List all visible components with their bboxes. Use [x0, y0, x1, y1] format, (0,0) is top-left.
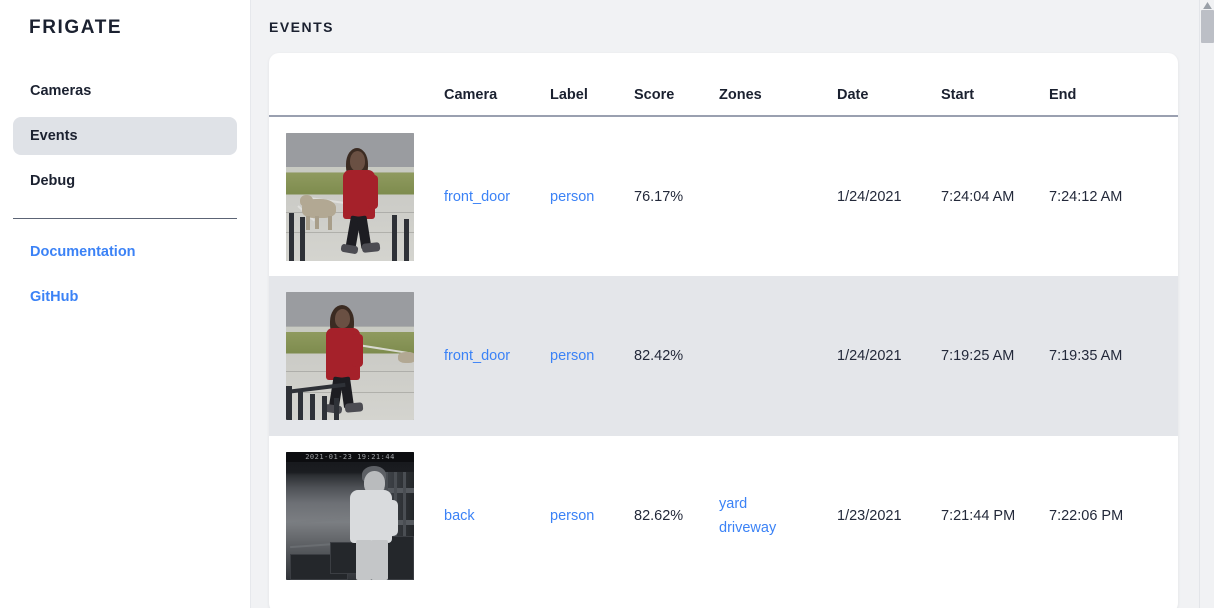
event-label-link[interactable]: person	[550, 508, 595, 524]
table-row[interactable]: front_door person 76.17% 1/24/2021	[269, 116, 1178, 276]
event-score-cell: 82.62%	[634, 436, 719, 596]
event-camera-cell[interactable]: back	[444, 436, 550, 596]
event-end-cell: 7:22:06 PM	[1049, 436, 1178, 596]
event-score-value: 82.42%	[634, 348, 684, 364]
scroll-up-arrow-icon[interactable]	[1203, 2, 1212, 9]
sidebar-link-documentation[interactable]: Documentation	[30, 243, 136, 260]
page-scrollbar[interactable]	[1199, 0, 1214, 608]
event-zones-cell[interactable]: yard driveway	[719, 436, 837, 596]
event-camera-link[interactable]: back	[444, 508, 475, 524]
event-end-value: 7:24:12 AM	[1049, 188, 1123, 205]
sidebar-item-cameras[interactable]: Cameras	[30, 82, 92, 99]
main-content: EVENTS Camera Label Score Zones Date Sta…	[251, 0, 1214, 608]
event-date-cell: 1/24/2021	[837, 116, 941, 276]
event-date-cell: 1/23/2021	[837, 436, 941, 596]
event-label-link[interactable]: person	[550, 348, 595, 364]
event-start-value: 7:19:25 AM	[941, 348, 1015, 364]
event-start-value: 7:21:44 PM	[941, 508, 1016, 524]
app-brand-title: FRIGATE	[29, 17, 123, 38]
event-start-cell: 7:19:25 AM	[941, 276, 1049, 436]
table-row[interactable]: front_door person 82.42% 1/24/2021	[269, 276, 1178, 436]
event-score-value: 76.17%	[634, 188, 684, 205]
event-date-value: 1/24/2021	[837, 348, 902, 364]
event-label-link[interactable]: person	[550, 188, 595, 205]
sidebar-item-debug[interactable]: Debug	[30, 172, 76, 189]
event-date-cell: 1/24/2021	[837, 276, 941, 436]
column-header-score: Score	[634, 87, 675, 103]
event-score-cell: 76.17%	[634, 116, 719, 276]
sidebar-divider	[13, 217, 237, 219]
event-zone-link[interactable]: driveway	[719, 520, 777, 536]
event-thumbnail-image[interactable]	[286, 292, 414, 420]
event-zones-cell	[719, 116, 837, 276]
event-camera-link[interactable]: front_door	[444, 188, 511, 205]
sidebar-nav: Cameras Events Debug	[0, 72, 250, 200]
column-header-zones: Zones	[719, 87, 762, 103]
event-start-value: 7:24:04 AM	[941, 188, 1015, 205]
event-end-value: 7:19:35 AM	[1049, 348, 1123, 364]
sidebar: FRIGATE Cameras Events Debug Documentati…	[0, 0, 251, 608]
event-date-value: 1/24/2021	[837, 188, 902, 205]
table-header-row: Camera Label Score Zones Date Start End	[269, 53, 1178, 116]
event-thumbnail-cell[interactable]	[269, 116, 444, 276]
column-header-label: Label	[550, 87, 588, 103]
event-thumbnail-cell[interactable]: 2021-01-23 19:21:44	[269, 436, 444, 596]
event-start-cell: 7:24:04 AM	[941, 116, 1049, 276]
event-end-cell: 7:19:35 AM	[1049, 276, 1178, 436]
column-header-camera: Camera	[444, 87, 498, 103]
event-thumbnail-image[interactable]	[286, 132, 414, 261]
event-label-cell[interactable]: person	[550, 276, 634, 436]
event-zone-link[interactable]: yard	[719, 496, 748, 512]
event-camera-link[interactable]: front_door	[444, 348, 511, 364]
sidebar-item-events[interactable]: Events	[13, 116, 237, 155]
events-table-head: Camera Label Score Zones Date Start End	[269, 53, 1178, 116]
sidebar-external-links: Documentation GitHub	[0, 233, 250, 316]
event-camera-cell[interactable]: front_door	[444, 276, 550, 436]
event-thumbnail-cell[interactable]	[269, 276, 444, 436]
event-score-value: 82.62%	[634, 508, 684, 524]
column-header-start: Start	[941, 87, 975, 103]
event-end-cell: 7:24:12 AM	[1049, 116, 1178, 276]
event-end-value: 7:22:06 PM	[1049, 508, 1124, 524]
event-score-cell: 82.42%	[634, 276, 719, 436]
event-camera-cell[interactable]: front_door	[444, 116, 550, 276]
event-label-cell[interactable]: person	[550, 436, 634, 596]
column-header-date: Date	[837, 87, 869, 103]
table-row[interactable]: 2021-01-23 19:21:44	[269, 436, 1178, 596]
events-card: Camera Label Score Zones Date Start End	[269, 53, 1178, 608]
event-start-cell: 7:21:44 PM	[941, 436, 1049, 596]
events-table: Camera Label Score Zones Date Start End	[269, 53, 1178, 596]
event-date-value: 1/23/2021	[837, 508, 902, 524]
column-header-end: End	[1049, 87, 1077, 103]
sidebar-link-github[interactable]: GitHub	[30, 288, 79, 305]
thumbnail-timestamp-overlay: 2021-01-23 19:21:44	[305, 453, 395, 461]
scrollbar-thumb[interactable]	[1201, 10, 1214, 43]
events-table-body: front_door person 76.17% 1/24/2021	[269, 116, 1178, 596]
event-zones-cell	[719, 276, 837, 436]
column-header-thumbnail	[269, 53, 444, 116]
event-thumbnail-image[interactable]: 2021-01-23 19:21:44	[286, 452, 414, 580]
event-label-cell[interactable]: person	[550, 116, 634, 276]
page-title: EVENTS	[269, 19, 335, 35]
